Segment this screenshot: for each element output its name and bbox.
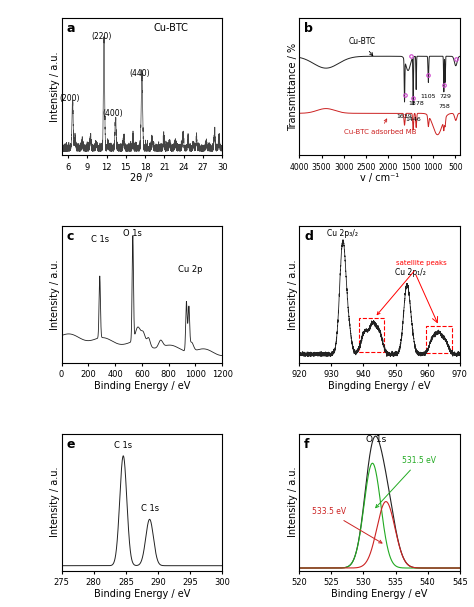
Text: Cu-BTC adsorbed MB: Cu-BTC adsorbed MB bbox=[344, 119, 416, 135]
Text: Cu 2p: Cu 2p bbox=[179, 265, 203, 274]
Y-axis label: Intensity / a.u.: Intensity / a.u. bbox=[50, 52, 60, 122]
X-axis label: Binding Energy / eV: Binding Energy / eV bbox=[94, 589, 190, 599]
Text: f: f bbox=[304, 438, 310, 451]
Text: d: d bbox=[304, 230, 313, 243]
Text: (220): (220) bbox=[91, 32, 111, 41]
X-axis label: Binding Energy / eV: Binding Energy / eV bbox=[94, 381, 190, 391]
Y-axis label: Intensity / a.u.: Intensity / a.u. bbox=[288, 259, 298, 330]
Text: 758: 758 bbox=[438, 104, 450, 109]
Text: 1639: 1639 bbox=[397, 114, 412, 119]
Text: (200): (200) bbox=[59, 94, 80, 103]
Text: 531.5 eV: 531.5 eV bbox=[376, 456, 436, 507]
Y-axis label: Transmittance / %: Transmittance / % bbox=[288, 42, 298, 131]
X-axis label: Binding Energy / eV: Binding Energy / eV bbox=[331, 589, 428, 599]
X-axis label: 2θ /°: 2θ /° bbox=[130, 173, 154, 183]
Y-axis label: Intensity / a.u.: Intensity / a.u. bbox=[288, 467, 298, 537]
Text: 1446: 1446 bbox=[405, 117, 421, 122]
Text: Cu-BTC: Cu-BTC bbox=[348, 38, 375, 56]
Text: C 1s: C 1s bbox=[114, 441, 132, 450]
X-axis label: v / cm⁻¹: v / cm⁻¹ bbox=[360, 173, 399, 183]
Text: (400): (400) bbox=[103, 109, 123, 118]
Bar bbox=[426, 326, 452, 353]
Text: a: a bbox=[66, 22, 75, 35]
Text: 729: 729 bbox=[439, 94, 451, 100]
Text: 1378: 1378 bbox=[408, 101, 424, 106]
Text: Cu 2p₃/₂: Cu 2p₃/₂ bbox=[328, 229, 358, 238]
Text: Cu 2p₁/₂: Cu 2p₁/₂ bbox=[394, 268, 426, 277]
Y-axis label: Intensity / a.u.: Intensity / a.u. bbox=[50, 259, 60, 330]
Bar bbox=[359, 317, 384, 352]
Text: Cu-BTC: Cu-BTC bbox=[153, 22, 188, 33]
Text: c: c bbox=[66, 230, 74, 243]
Text: e: e bbox=[66, 438, 75, 451]
Text: O 1s: O 1s bbox=[366, 435, 386, 444]
Text: 1105: 1105 bbox=[420, 94, 436, 100]
Text: b: b bbox=[304, 22, 313, 35]
Text: C 1s: C 1s bbox=[140, 504, 159, 513]
Text: O 1s: O 1s bbox=[123, 229, 142, 238]
Y-axis label: Intensity / a.u.: Intensity / a.u. bbox=[50, 467, 60, 537]
Text: 533.5 eV: 533.5 eV bbox=[312, 507, 382, 543]
Text: C 1s: C 1s bbox=[91, 235, 109, 244]
Text: satellite peaks: satellite peaks bbox=[377, 260, 447, 314]
X-axis label: Bingding Energy / eV: Bingding Energy / eV bbox=[328, 381, 431, 391]
Text: (440): (440) bbox=[129, 69, 150, 78]
